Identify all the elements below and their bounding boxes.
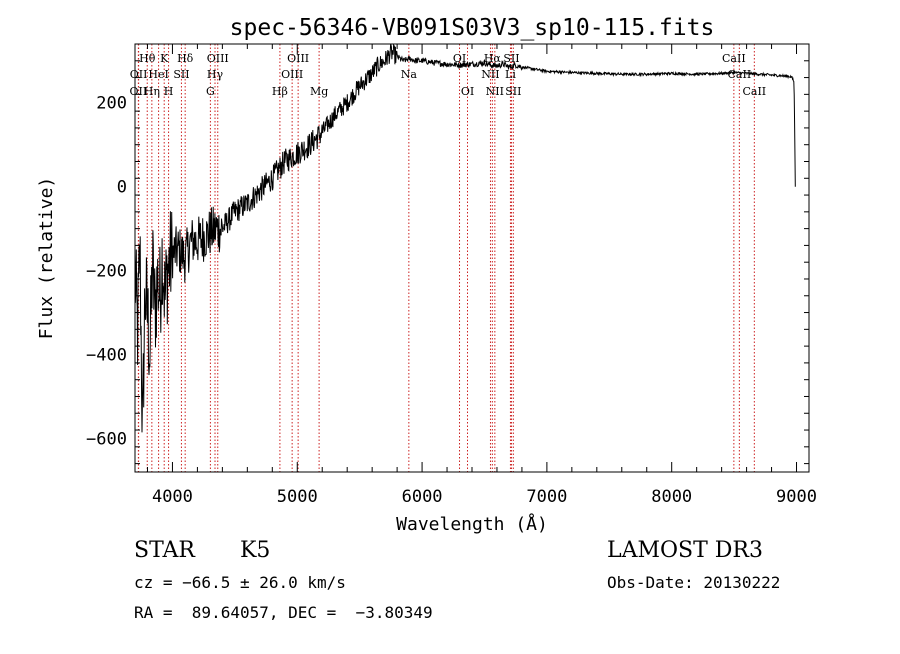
y-tick-label: 0 <box>117 178 127 198</box>
chart-title: spec-56346-VB091S03V3_sp10-115.fits <box>230 15 715 41</box>
line-label: CaII <box>742 85 766 98</box>
line-label: OIII <box>281 68 303 81</box>
x-axis-ticks: 4000 5000 6000 7000 8000 9000 <box>146 44 817 507</box>
y-axis-label: Flux (relative) <box>36 177 57 340</box>
line-label: NII <box>481 68 499 81</box>
line-label: Hα <box>484 52 502 65</box>
line-label: H <box>164 85 174 98</box>
line-label: Hθ <box>139 52 156 65</box>
y-tick-label: −400 <box>86 346 127 366</box>
object-class: STAR <box>134 538 195 563</box>
redshift-cz: cz = −66.5 ± 26.0 km/s <box>134 573 346 592</box>
object-subclass: K5 <box>240 538 271 563</box>
flux-series-line <box>134 43 796 433</box>
line-label: Li <box>505 68 516 81</box>
line-label: SII <box>505 85 521 98</box>
y-tick-label: −200 <box>86 262 127 282</box>
line-label: Hδ <box>177 52 194 65</box>
line-label: Na <box>401 68 418 81</box>
x-tick-label: 7000 <box>526 487 567 507</box>
line-label-group: OII OII Hθ Hη HeI K H SII Hδ G Hγ OIII Hβ OIII OIII Mg N… <box>130 52 767 98</box>
line-label: Hβ <box>272 85 288 98</box>
line-label: OII <box>130 85 148 98</box>
y-tick-label: 200 <box>96 94 127 114</box>
line-label: NII <box>486 85 504 98</box>
survey-name: LAMOST DR3 <box>607 538 763 563</box>
line-label: HeI <box>148 68 168 81</box>
y-tick-label: −600 <box>86 429 127 449</box>
x-axis-label: Wavelength (Å) <box>396 513 548 535</box>
line-label: OI <box>461 85 474 98</box>
line-label: CaII <box>722 52 746 65</box>
observation-date: Obs-Date: 20130222 <box>607 573 781 592</box>
plot-frame <box>134 43 810 473</box>
x-tick-label: 5000 <box>277 487 318 507</box>
line-label: OIII <box>207 52 229 65</box>
line-label: OIII <box>287 52 309 65</box>
line-label: Hγ <box>207 68 224 81</box>
line-label: OI <box>453 52 466 65</box>
line-label: Hη <box>144 85 160 98</box>
x-tick-label: 9000 <box>776 487 817 507</box>
line-label: SII <box>173 68 189 81</box>
line-label: CaII <box>728 68 752 81</box>
x-tick-label: 4000 <box>152 487 193 507</box>
line-label: Mg <box>310 85 328 98</box>
ra-dec-coordinates: RA = 89.64057, DEC = −3.80349 <box>134 603 433 622</box>
line-label: G <box>206 85 215 98</box>
line-label: K <box>160 52 169 65</box>
x-tick-label: 8000 <box>651 487 692 507</box>
line-marker-group <box>137 44 755 472</box>
y-axis-ticks: −600 −400 −200 0 200 <box>86 43 809 465</box>
x-tick-label: 6000 <box>402 487 443 507</box>
line-label: SII <box>503 52 519 65</box>
line-label: OII <box>130 68 148 81</box>
